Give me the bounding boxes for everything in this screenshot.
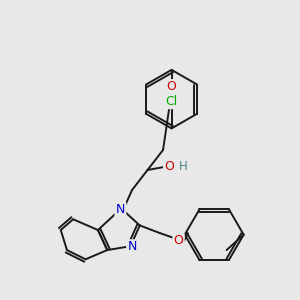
Text: O: O <box>164 160 174 173</box>
Text: O: O <box>174 234 184 247</box>
Text: N: N <box>128 241 137 254</box>
Text: Cl: Cl <box>166 95 178 108</box>
Text: O: O <box>167 80 176 93</box>
Text: H: H <box>179 160 188 173</box>
Text: N: N <box>116 203 125 216</box>
